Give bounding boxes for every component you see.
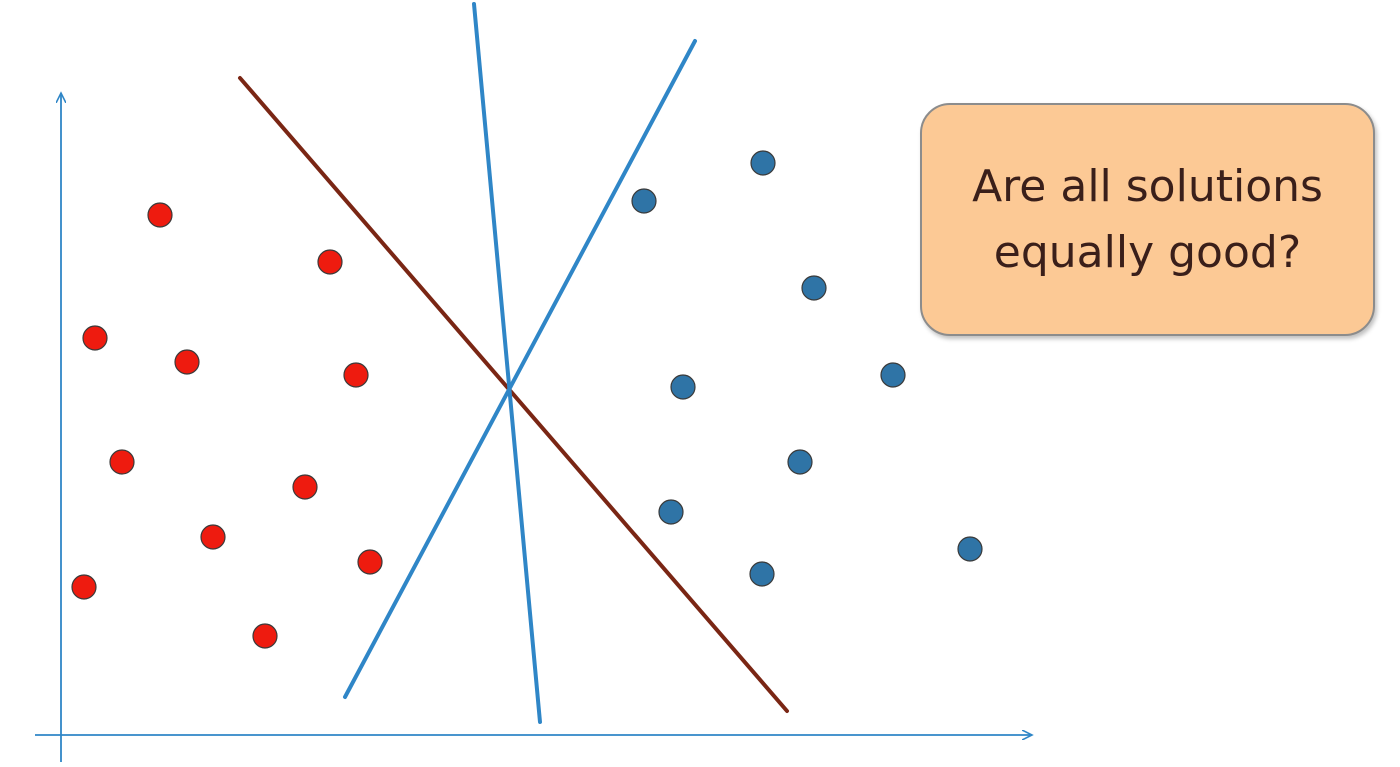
separating-line-blue-diagonal <box>343 39 697 699</box>
red-point <box>343 362 369 388</box>
blue-point <box>801 275 827 301</box>
blue-point <box>787 449 813 475</box>
blue-point <box>750 150 776 176</box>
red-point <box>252 623 278 649</box>
blue-point <box>880 362 906 388</box>
blue-point <box>957 536 983 562</box>
red-point <box>82 325 108 351</box>
red-point <box>292 474 318 500</box>
callout-text: Are all solutions equally good? <box>972 160 1323 278</box>
red-point <box>357 549 383 575</box>
red-point <box>174 349 200 375</box>
separating-line-blue-near-vertical <box>472 2 542 724</box>
blue-point <box>749 561 775 587</box>
blue-point <box>658 499 684 525</box>
blue-point <box>670 374 696 400</box>
red-point <box>109 449 135 475</box>
separating-lines <box>238 2 789 724</box>
red-point <box>317 249 343 275</box>
red-point <box>71 574 97 600</box>
separating-line-brown <box>238 76 789 713</box>
red-point <box>200 524 226 550</box>
question-callout: Are all solutions equally good? <box>920 103 1375 336</box>
data-points <box>71 150 983 649</box>
red-point <box>147 202 173 228</box>
blue-point <box>631 188 657 214</box>
